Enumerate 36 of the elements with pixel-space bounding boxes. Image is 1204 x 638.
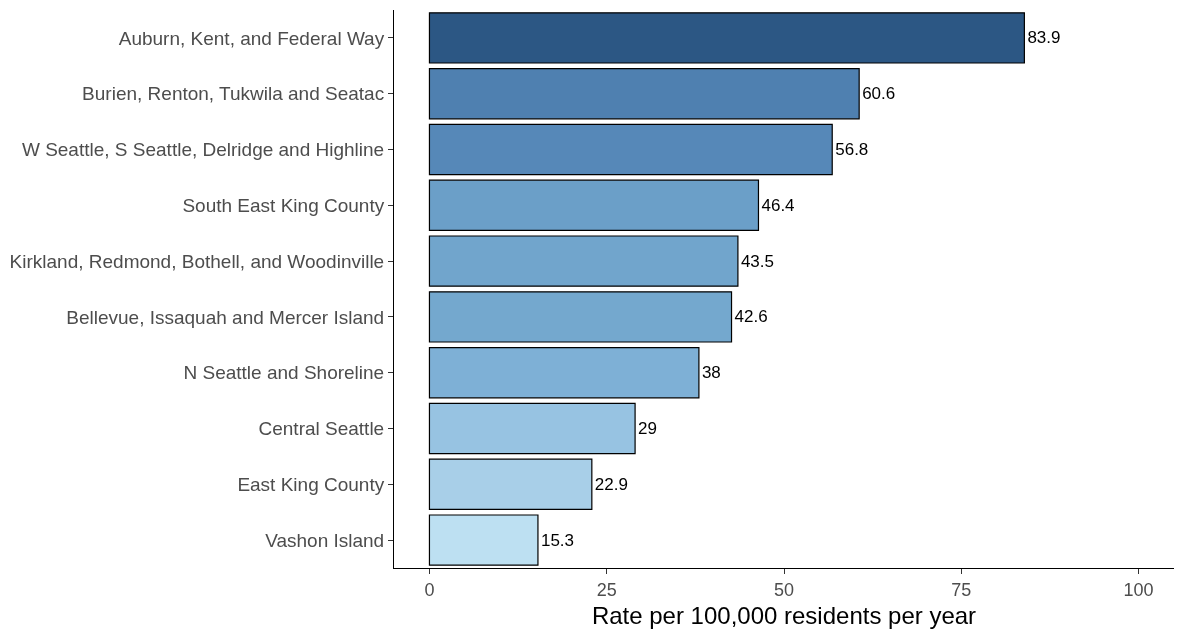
x-axis-title: Rate per 100,000 residents per year (591, 601, 977, 629)
x-tick-label: 100 (1123, 579, 1154, 600)
bar (428, 235, 739, 287)
y-tick-label: Kirkland, Redmond, Bothell, and Woodinville (9, 250, 385, 272)
data-label: 22.9 (594, 474, 628, 494)
y-tick-label: Burien, Renton, Tukwila and Seatac (82, 83, 385, 105)
bar (428, 458, 593, 511)
bar (428, 123, 833, 176)
x-tick-label: 0 (424, 579, 435, 600)
data-label: 83.9 (1027, 28, 1061, 48)
y-tick-label: South East King County (182, 194, 385, 216)
bar (428, 346, 700, 399)
x-tick-label: 75 (951, 579, 972, 600)
bar (428, 291, 733, 343)
bar (428, 514, 539, 566)
data-label: 38 (701, 363, 721, 383)
data-label: 43.5 (740, 251, 774, 271)
data-label: 60.6 (862, 84, 896, 104)
y-tick-label: N Seattle and Shoreline (183, 362, 385, 384)
y-tick-label: Central Seattle (258, 418, 385, 440)
data-label: 15.3 (540, 530, 575, 550)
x-tick-label: 25 (596, 579, 617, 600)
data-label: 46.4 (761, 195, 795, 215)
y-tick-label: Vashon Island (265, 529, 385, 551)
data-label: 29 (638, 419, 658, 438)
data-label: 42.6 (734, 307, 768, 327)
data-label: 56.8 (835, 140, 869, 159)
bar (428, 179, 760, 232)
bar (428, 67, 860, 120)
bar (428, 12, 1025, 64)
y-tick-label: East King County (237, 473, 385, 495)
bar (428, 402, 636, 455)
y-tick-label: W Seattle, S Seattle, Delridge and Highline (21, 139, 385, 161)
y-tick-label: Auburn, Kent, and Federal Way (118, 27, 385, 49)
y-tick-label: Bellevue, Issaquah and Mercer Island (66, 306, 385, 328)
x-tick-label: 50 (773, 579, 795, 600)
